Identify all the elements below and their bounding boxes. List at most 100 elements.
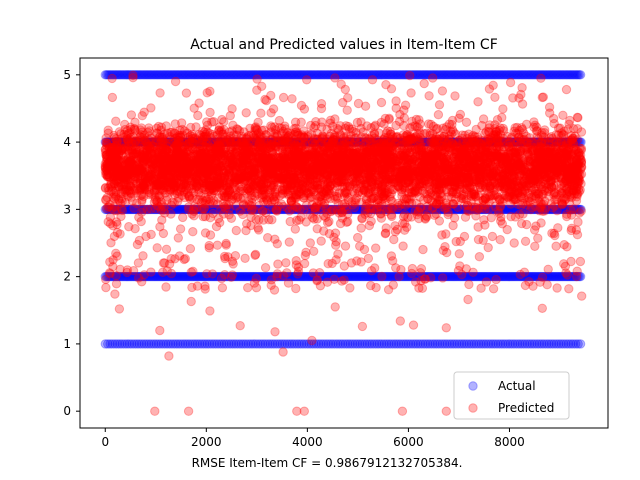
actual-point (224, 271, 234, 282)
actual-point (414, 271, 424, 282)
actual-point (413, 271, 423, 282)
actual-point (270, 271, 280, 282)
actual-point (134, 339, 144, 349)
actual-point (217, 339, 227, 349)
actual-point (380, 271, 391, 282)
actual-point (446, 271, 456, 282)
actual-point (345, 271, 355, 282)
actual-point (432, 339, 443, 349)
actual-point (349, 271, 359, 282)
actual-point (147, 271, 158, 282)
actual-point (293, 271, 303, 282)
predicted-point (103, 125, 113, 135)
actual-point (315, 271, 325, 282)
actual-point (299, 339, 309, 349)
actual-point (134, 271, 144, 282)
actual-point (306, 271, 317, 282)
points-layer (100, 70, 587, 416)
actual-point (488, 271, 498, 282)
actual-point (275, 271, 285, 282)
actual-point (355, 339, 365, 349)
actual-point (250, 339, 261, 349)
actual-point (413, 339, 423, 349)
actual-point (187, 339, 198, 349)
actual-point (193, 271, 204, 282)
actual-point (329, 271, 340, 282)
actual-point (183, 271, 193, 282)
actual-point (314, 271, 324, 282)
actual-point (197, 339, 208, 349)
actual-point (304, 339, 314, 349)
actual-point (429, 271, 439, 282)
actual-point (167, 271, 177, 282)
actual-point (204, 339, 215, 349)
actual-point (420, 339, 431, 349)
actual-point (469, 271, 479, 282)
actual-point (130, 271, 141, 282)
actual-point (284, 271, 295, 282)
actual-point (282, 271, 292, 282)
actual-point (461, 339, 472, 349)
actual-point (441, 271, 451, 282)
actual-point (561, 339, 571, 349)
actual-point (357, 271, 367, 282)
actual-point (284, 339, 295, 349)
actual-point (150, 271, 160, 282)
actual-point (198, 271, 209, 282)
actual-point (255, 271, 266, 282)
actual-point (265, 271, 275, 282)
actual-point (248, 339, 258, 349)
actual-point (360, 339, 370, 349)
actual-point (244, 271, 255, 282)
actual-point (156, 271, 166, 282)
actual-point (186, 271, 197, 282)
actual-point (443, 271, 454, 282)
actual-point (190, 339, 200, 349)
actual-point (460, 271, 471, 282)
actual-point (175, 339, 186, 349)
actual-point (350, 339, 360, 349)
actual-point (169, 271, 180, 282)
actual-point (418, 339, 428, 349)
actual-point (218, 271, 228, 282)
predicted-point (433, 110, 444, 120)
actual-point (232, 271, 243, 282)
actual-point (317, 271, 327, 282)
actual-point (253, 339, 263, 349)
actual-point (451, 271, 461, 282)
actual-point (183, 339, 193, 349)
actual-point (529, 339, 540, 349)
actual-point (196, 271, 206, 282)
actual-point (274, 271, 284, 282)
actual-point (139, 271, 149, 282)
actual-point (327, 271, 337, 282)
actual-point (243, 339, 254, 349)
actual-point (209, 339, 220, 349)
actual-point (203, 271, 214, 282)
actual-point (435, 339, 445, 349)
actual-point (364, 271, 375, 282)
actual-point (187, 271, 198, 282)
actual-point (408, 271, 418, 282)
actual-point (234, 271, 244, 282)
actual-point (331, 339, 341, 349)
actual-point (103, 271, 113, 282)
actual-point (428, 339, 438, 349)
actual-point (483, 271, 494, 282)
actual-point (215, 271, 226, 282)
actual-point (322, 271, 332, 282)
actual-point (250, 271, 261, 282)
actual-point (449, 271, 460, 282)
actual-point (361, 271, 371, 282)
actual-point (253, 271, 263, 282)
actual-point (243, 271, 254, 282)
actual-point (136, 271, 147, 282)
actual-point (527, 339, 537, 349)
actual-point (247, 271, 257, 282)
actual-point (544, 339, 554, 349)
actual-point (226, 339, 237, 349)
actual-point (126, 271, 136, 282)
actual-point (396, 339, 406, 349)
actual-point (455, 271, 466, 282)
actual-point (472, 271, 483, 282)
